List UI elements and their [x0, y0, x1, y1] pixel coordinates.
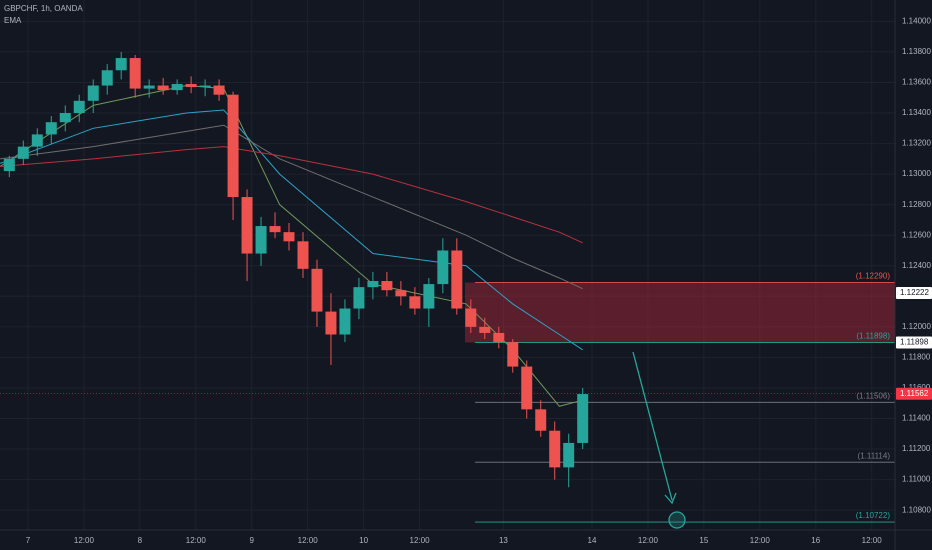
x-tick-label: 12:00: [186, 536, 207, 545]
candle-body: [493, 332, 505, 343]
candle-body: [465, 308, 477, 327]
candle-body: [549, 430, 561, 468]
x-tick-label: 12:00: [862, 536, 883, 545]
projection-arrow: [632, 351, 673, 501]
x-tick-label: 7: [26, 536, 31, 545]
ema-line: [0, 146, 583, 244]
level-label: (1.11898): [856, 332, 890, 341]
candle-body: [437, 250, 449, 285]
target-circle: [668, 511, 686, 529]
candle-body: [17, 146, 29, 159]
candle-body: [451, 250, 463, 309]
x-tick-label: 12:00: [74, 536, 95, 545]
x-tick-label: 12:00: [638, 536, 659, 545]
candle-body: [409, 296, 421, 309]
price-tag-label: 1.11562: [900, 389, 929, 398]
candle-body: [157, 85, 169, 91]
candle-body: [381, 281, 393, 291]
candle-body: [101, 70, 113, 86]
level-label: (1.10722): [856, 511, 891, 520]
y-tick-label: 1.11000: [902, 475, 931, 484]
y-tick-label: 1.12600: [902, 230, 931, 239]
candle-body: [311, 268, 323, 312]
y-tick-label: 1.12800: [902, 200, 931, 209]
candle-body: [255, 226, 267, 254]
ema-line: [0, 85, 583, 407]
price-tag-label: 1.11898: [900, 338, 929, 347]
candle-body: [129, 58, 141, 89]
y-tick-label: 1.13400: [902, 108, 931, 117]
price-tag: [896, 336, 932, 349]
candle-body: [227, 94, 239, 198]
candle-body: [297, 241, 309, 269]
candle-body: [479, 326, 491, 333]
ema-line: [0, 124, 583, 290]
x-tick-label: 10: [359, 536, 368, 545]
candle-body: [283, 232, 295, 242]
candle-body: [87, 85, 99, 101]
y-tick-label: 1.11800: [902, 353, 931, 362]
candle-body: [45, 122, 57, 135]
candle-body: [563, 442, 575, 468]
candle-body: [241, 197, 253, 254]
price-tag: [896, 286, 932, 299]
candle-body: [339, 308, 351, 335]
y-tick-label: 1.13800: [902, 47, 931, 56]
symbol-title: GBPCHF, 1h, OANDA: [4, 4, 83, 13]
candle-body: [367, 281, 379, 288]
candle-body: [269, 226, 281, 233]
candle-body: [59, 113, 71, 123]
level-label: (1.12290): [856, 272, 891, 281]
candle-body: [521, 366, 533, 410]
x-tick-label: 16: [811, 536, 820, 545]
x-tick-label: 12:00: [298, 536, 319, 545]
y-tick-label: 1.11400: [902, 414, 931, 423]
x-tick-label: 12:00: [750, 536, 771, 545]
candle-body: [213, 85, 225, 95]
candle-body: [185, 84, 197, 88]
level-label: (1.11114): [858, 451, 891, 460]
candle-body: [535, 409, 547, 431]
y-tick-label: 1.14000: [902, 16, 931, 25]
y-tick-label: 1.13000: [902, 169, 931, 178]
candle-body: [3, 158, 15, 172]
price-tag-label: 1.12222: [900, 288, 929, 297]
indicator-label: EMA: [4, 16, 22, 25]
y-tick-label: 1.13600: [902, 78, 931, 87]
candle-body: [577, 394, 589, 443]
y-tick-label: 1.12000: [902, 322, 931, 331]
y-tick-label: 1.11600: [902, 383, 931, 392]
x-tick-label: 15: [699, 536, 708, 545]
candle-body: [395, 290, 407, 297]
candle-body: [171, 84, 183, 91]
candle-body: [353, 287, 365, 309]
y-tick-label: 1.13200: [902, 139, 931, 148]
candle-body: [143, 85, 155, 89]
price-tag: [896, 387, 932, 400]
x-tick-label: 14: [588, 536, 597, 545]
y-tick-label: 1.11200: [902, 444, 931, 453]
candle-body: [73, 100, 85, 114]
candle-body: [423, 284, 435, 309]
candle-body: [115, 58, 127, 71]
y-tick-label: 1.10800: [902, 505, 931, 514]
x-tick-label: 9: [249, 536, 254, 545]
y-tick-label: 1.12400: [902, 261, 931, 270]
x-tick-label: 12:00: [410, 536, 431, 545]
arrow-head: [664, 492, 677, 505]
candle-body: [199, 85, 211, 88]
candle-body: [325, 311, 337, 335]
level-label: (1.11506): [856, 391, 890, 400]
candle-body: [507, 342, 519, 367]
supply-zone: [465, 282, 895, 343]
ema-line: [0, 109, 583, 351]
x-tick-label: 8: [138, 536, 143, 545]
candle-body: [31, 134, 43, 147]
x-tick-label: 13: [499, 536, 508, 545]
